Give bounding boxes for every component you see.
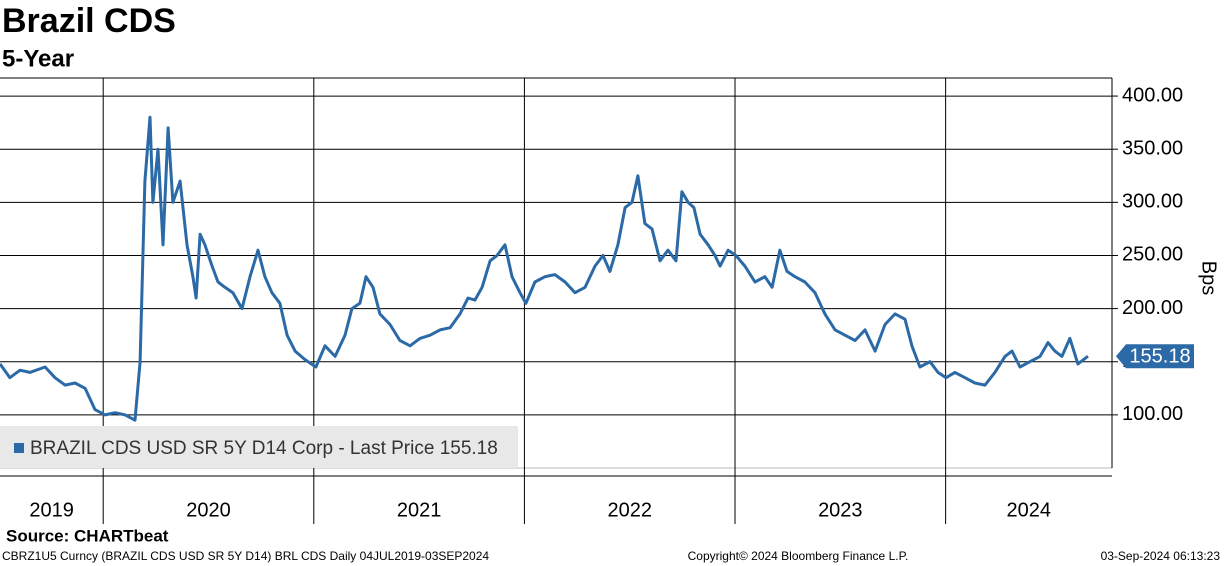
last-price-tag xyxy=(1116,344,1194,369)
x-tick-label: 2022 xyxy=(607,499,652,521)
x-tick-label: 2019 xyxy=(29,499,74,521)
x-tick-label: 2023 xyxy=(818,499,863,521)
x-tick-label: 2024 xyxy=(1007,499,1052,521)
footer-left: CBRZ1U5 Curncy (BRAZIL CDS USD SR 5Y D14… xyxy=(2,549,489,563)
footer-right: 03-Sep-2024 06:13:23 xyxy=(1101,549,1221,563)
chart-subtitle: 5-Year xyxy=(2,45,74,72)
data-line xyxy=(0,115,1089,422)
y-tick-label: 200.00 xyxy=(1122,297,1183,319)
x-tick-label: 2020 xyxy=(186,499,231,521)
y-tick-label: 300.00 xyxy=(1122,191,1183,213)
y-axis-label: Bps xyxy=(1198,261,1220,295)
source: Source: CHARTbeat xyxy=(6,526,169,545)
y-tick-label: 250.00 xyxy=(1122,244,1183,266)
x-tick-label: 2021 xyxy=(397,499,442,521)
legend-label: BRAZIL CDS USD SR 5Y D14 Corp - Last Pri… xyxy=(30,438,498,459)
last-price-label: 155.18 xyxy=(1129,346,1190,368)
legend-box xyxy=(0,426,518,468)
chart-title: Brazil CDS xyxy=(2,2,176,40)
y-tick-label: 400.00 xyxy=(1122,84,1183,106)
y-tick-label: 350.00 xyxy=(1122,137,1183,159)
footer-center: Copyright© 2024 Bloomberg Finance L.P. xyxy=(688,549,909,563)
y-tick-label: 100.00 xyxy=(1122,403,1183,425)
legend-swatch xyxy=(14,443,24,453)
